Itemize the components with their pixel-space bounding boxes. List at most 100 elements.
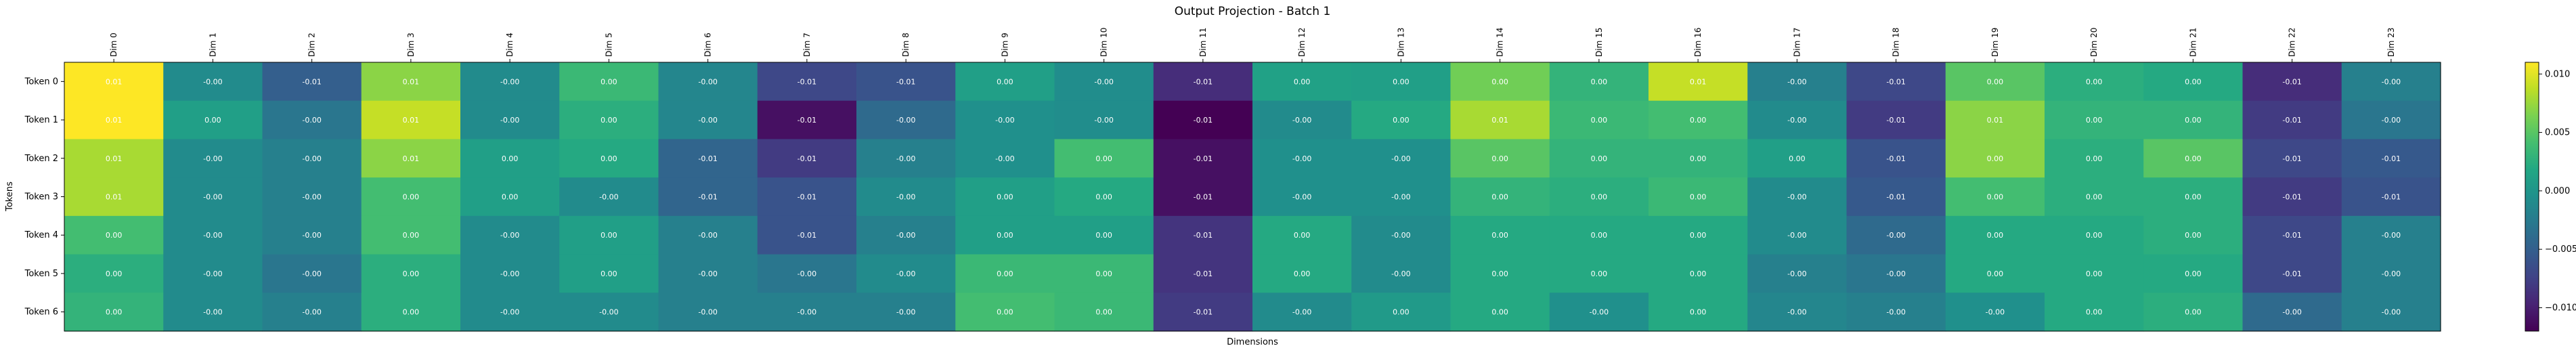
cell-value-label: -0.00 [896, 269, 915, 278]
cell-value-label: 0.00 [1591, 116, 1608, 125]
heatmap-cell [2143, 62, 2244, 102]
heatmap-cell [1054, 293, 1154, 332]
cell-value-label: -0.00 [698, 77, 717, 86]
x-tick-label: Dim 22 [2288, 28, 2297, 57]
heatmap-cell [64, 62, 164, 102]
heatmap-cell [559, 177, 659, 217]
cell-value-label: 0.00 [1690, 154, 1707, 163]
heatmap-cell [1649, 139, 1748, 178]
cell-value-label: 0.01 [1491, 116, 1508, 125]
heatmap-cell [1649, 215, 1748, 255]
heatmap-cell [2242, 139, 2342, 178]
cell-value-label: 0.00 [2086, 77, 2103, 86]
heatmap-cell [163, 62, 263, 102]
x-tick-label: Dim 12 [1297, 28, 1307, 57]
cell-value-label: -0.00 [1886, 231, 1905, 240]
cell-value-label: -0.00 [1787, 269, 1806, 278]
cell-value-label: 0.00 [2086, 308, 2103, 317]
heatmap-cell [658, 254, 758, 293]
cell-value-label: -0.00 [1590, 308, 1609, 317]
heatmap-cell [1153, 254, 1253, 293]
cell-value-label: -0.01 [798, 154, 816, 163]
cell-value-label: -0.00 [1986, 308, 2005, 317]
x-tick-label: Dim 5 [604, 33, 613, 57]
cell-value-label: 0.00 [1789, 154, 1806, 163]
heatmap-cell [1054, 215, 1154, 255]
heatmap-cell [2143, 215, 2244, 255]
heatmap-cell [2242, 177, 2342, 217]
cell-value-label: 0.00 [2086, 154, 2103, 163]
cell-value-label: 0.00 [2185, 77, 2202, 86]
x-tick-label: Dim 0 [109, 33, 118, 57]
heatmap-cell [2242, 293, 2342, 332]
heatmap-cell [559, 100, 659, 140]
heatmap-cell [1054, 62, 1154, 102]
y-tick-label: Token 4 [24, 230, 58, 240]
cell-value-label: 0.00 [2086, 116, 2103, 125]
cell-value-label: 0.00 [1491, 308, 1508, 317]
heatmap-cell [163, 215, 263, 255]
cell-value-label: 0.00 [2185, 116, 2202, 125]
cell-value-label: 0.00 [1491, 269, 1508, 278]
cell-value-label: -0.00 [2382, 77, 2401, 86]
colorbar-tick-label: 0.005 [2545, 128, 2570, 138]
heatmap-cell [361, 293, 461, 332]
cell-value-label: 0.00 [997, 77, 1013, 86]
heatmap-cell [1549, 100, 1649, 140]
colorbar-tick-label: 0.010 [2545, 69, 2570, 79]
heatmap-cell [1450, 293, 1550, 332]
heatmap-cell [2143, 254, 2244, 293]
heatmap-cell [262, 177, 362, 217]
heatmap-cell [757, 254, 857, 293]
heatmap-cell [2341, 62, 2441, 102]
cell-value-label: -0.00 [1787, 116, 1806, 125]
cell-value-label: -0.00 [1391, 231, 1410, 240]
cell-value-label: 0.00 [1987, 231, 2004, 240]
heatmap-cell [163, 177, 263, 217]
heatmap-cell [460, 293, 560, 332]
heatmap-cell [1945, 100, 2045, 140]
heatmap-cell [361, 215, 461, 255]
cell-value-label: 0.01 [1690, 77, 1707, 86]
cell-value-label: -0.01 [1194, 193, 1213, 202]
heatmap-cell [1649, 100, 1748, 140]
cell-value-label: -0.00 [698, 308, 717, 317]
cell-value-label: 0.00 [601, 77, 617, 86]
cell-value-label: -0.01 [2282, 116, 2301, 125]
cell-value-label: 0.00 [997, 193, 1013, 202]
heatmap-cell [2143, 293, 2244, 332]
heatmap-cell [1252, 100, 1352, 140]
y-tick-label: Token 5 [24, 269, 58, 279]
heatmap-cell [658, 62, 758, 102]
cell-value-label: 0.00 [1393, 77, 1410, 86]
cell-value-label: -0.00 [896, 193, 915, 202]
heatmap-cell [559, 139, 659, 178]
heatmap-cell [2242, 62, 2342, 102]
cell-value-label: -0.01 [698, 154, 717, 163]
heatmap-cell [2242, 254, 2342, 293]
heatmap-cell [460, 139, 560, 178]
heatmap-cell [1549, 293, 1649, 332]
heatmap-cell [1846, 254, 1946, 293]
heatmap-cell [1351, 215, 1451, 255]
heatmap-cell [64, 254, 164, 293]
heatmap-cell [856, 139, 956, 178]
heatmap-cell [856, 254, 956, 293]
heatmap-cell [361, 62, 461, 102]
cell-value-label: -0.00 [698, 269, 717, 278]
y-tick-label: Token 6 [24, 307, 58, 318]
cell-value-label: -0.00 [1292, 193, 1311, 202]
heatmap-cell [64, 177, 164, 217]
x-tick-label: Dim 10 [1099, 28, 1109, 57]
heatmap-cell [955, 177, 1055, 217]
heatmap-cell [2045, 139, 2144, 178]
cell-value-label: 0.00 [106, 308, 123, 317]
heatmap-cell [262, 215, 362, 255]
cell-value-label: 0.00 [2185, 231, 2202, 240]
cell-value-label: -0.00 [500, 77, 519, 86]
cell-value-label: -0.00 [896, 308, 915, 317]
cell-value-label: -0.00 [500, 308, 519, 317]
heatmap-cell [2045, 177, 2144, 217]
heatmap-cell [955, 293, 1055, 332]
cell-value-label: 0.00 [502, 154, 519, 163]
